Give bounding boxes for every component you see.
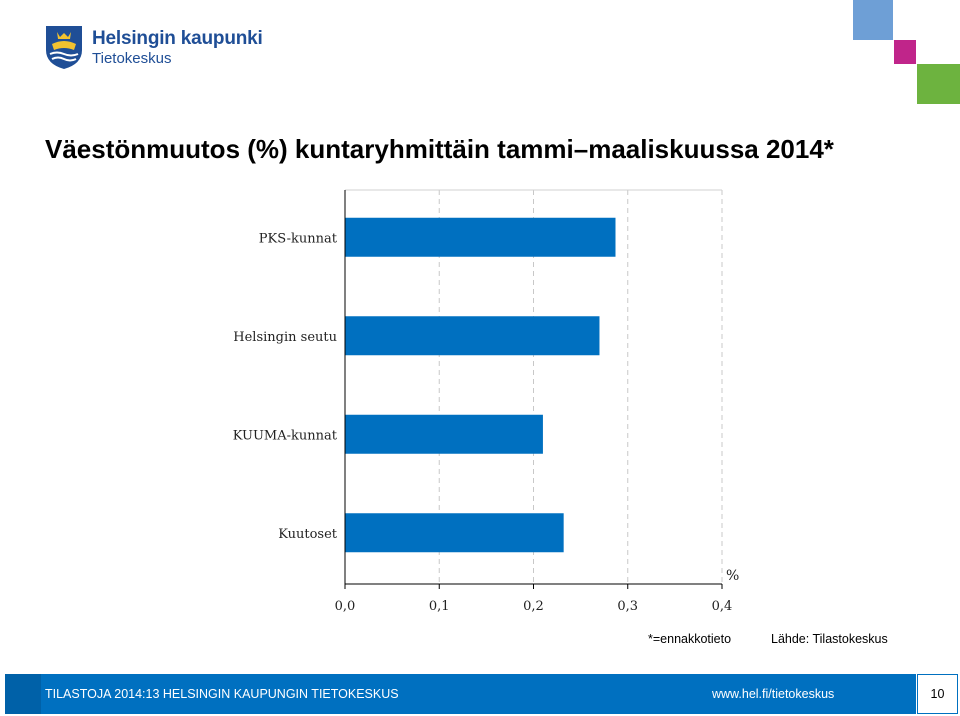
bars xyxy=(345,217,616,553)
decor-square-blue xyxy=(853,0,893,40)
category-label: Kuutoset xyxy=(278,527,338,542)
labels: 0,0 0,1 0,2 0,3 0,4 PKS-kunnat Helsingin seutu… xyxy=(233,231,740,614)
bar-chart: 0,0 0,1 0,2 0,3 0,4 PKS-kunnat Helsingin seutu… xyxy=(233,189,740,614)
source-note: Lähde: Tilastokeskus xyxy=(771,632,888,646)
bar xyxy=(345,414,543,454)
page-number-box: 10 xyxy=(917,674,958,714)
decor-square-magenta xyxy=(894,40,916,64)
x-tick-label: 0,3 xyxy=(617,599,638,614)
x-tick-label: 0,1 xyxy=(429,599,450,614)
bar xyxy=(345,316,600,356)
x-tick-label: 0,2 xyxy=(523,599,544,614)
category-label: KUUMA-kunnat xyxy=(233,428,338,443)
org-name: Helsingin kaupunki xyxy=(92,28,263,49)
bar xyxy=(345,513,564,553)
helsinki-crest-icon xyxy=(46,26,82,69)
x-tick-label: 0,4 xyxy=(712,599,733,614)
category-label: PKS-kunnat xyxy=(259,231,338,246)
footer-bar xyxy=(5,674,916,714)
preliminary-note: *=ennakkotieto xyxy=(648,632,732,646)
footer-link[interactable]: www.hel.fi/tietokeskus xyxy=(712,687,835,701)
x-tick-label: 0,0 xyxy=(335,599,356,614)
page-title: Väestönmuutos (%) kuntaryhmittäin tammi–… xyxy=(45,134,834,164)
category-label: Helsingin seutu xyxy=(233,330,337,345)
logo: Helsingin kaupunki Tietokeskus xyxy=(44,24,264,72)
axes xyxy=(344,190,723,589)
unit-label: % xyxy=(726,568,739,584)
bar xyxy=(345,217,616,257)
page-number: 10 xyxy=(930,687,945,701)
footer-text: TILASTOJA 2014:13 HELSINGIN KAUPUNGIN TI… xyxy=(45,687,399,701)
footer-accent xyxy=(5,674,41,714)
decor-square-green xyxy=(917,64,960,104)
org-subtitle: Tietokeskus xyxy=(92,50,172,67)
